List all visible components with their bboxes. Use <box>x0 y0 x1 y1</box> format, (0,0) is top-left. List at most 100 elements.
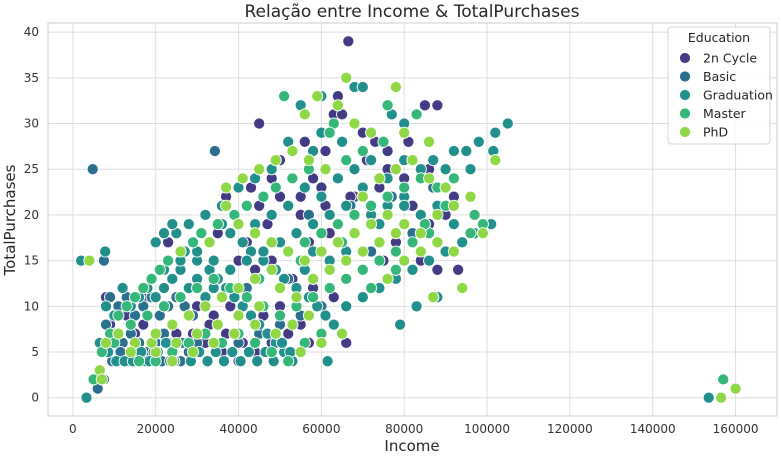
data-point <box>224 227 237 240</box>
data-point <box>275 336 289 349</box>
data-point <box>356 190 369 203</box>
data-point <box>365 281 378 295</box>
data-point <box>195 227 208 240</box>
data-point <box>356 291 369 304</box>
y-tick-label: 25 <box>24 162 39 176</box>
data-point <box>729 382 742 395</box>
data-point <box>166 318 179 331</box>
data-point <box>394 318 407 331</box>
data-point <box>340 272 353 285</box>
data-point <box>141 309 154 322</box>
data-point <box>381 99 394 112</box>
series-graduation <box>75 80 715 404</box>
data-point <box>373 172 386 185</box>
data-point <box>460 144 473 158</box>
legend-label: PhD <box>703 125 728 140</box>
data-point <box>319 163 332 176</box>
data-point <box>191 281 204 295</box>
data-point <box>290 227 303 240</box>
data-point <box>389 163 402 176</box>
data-point <box>182 309 195 322</box>
data-point <box>236 172 249 185</box>
data-point <box>414 245 427 258</box>
data-point <box>226 345 239 359</box>
data-point <box>242 345 255 359</box>
data-point <box>273 281 287 295</box>
data-point <box>273 309 287 322</box>
data-point <box>356 263 369 276</box>
data-point <box>186 236 200 249</box>
data-point <box>199 208 212 221</box>
data-point <box>294 345 307 359</box>
y-tick-label: 30 <box>24 117 39 131</box>
data-point <box>186 345 200 359</box>
data-point <box>207 336 220 349</box>
data-point <box>257 190 270 203</box>
y-tick-label: 35 <box>24 71 39 85</box>
chart-title: Relação entre Income & TotalPurchases <box>245 2 580 22</box>
data-point <box>157 227 171 240</box>
data-point <box>398 199 411 212</box>
data-point <box>331 236 344 249</box>
data-point <box>282 245 295 258</box>
data-point <box>232 281 245 295</box>
data-point <box>224 263 237 276</box>
y-tick-label: 5 <box>31 345 39 359</box>
x-tick-label: 80000 <box>385 422 423 436</box>
data-point <box>298 236 311 249</box>
data-point <box>99 245 112 258</box>
legend-label: 2n Cycle <box>703 51 757 66</box>
data-point <box>464 227 477 240</box>
data-point <box>232 218 245 231</box>
legend: Education 2n Cycle Basic Graduation Master P… <box>667 26 773 145</box>
data-point <box>253 117 266 130</box>
data-point <box>315 190 328 203</box>
legend-marker <box>679 89 691 101</box>
data-point <box>251 355 264 368</box>
data-point <box>215 291 229 304</box>
data-point <box>323 281 336 295</box>
data-point <box>240 254 253 267</box>
data-point <box>249 227 262 240</box>
data-point <box>331 172 344 185</box>
data-point <box>302 309 315 322</box>
data-point <box>86 163 99 176</box>
data-point <box>489 154 502 167</box>
data-point <box>282 355 295 368</box>
legend-title: Education <box>688 30 750 45</box>
data-point <box>80 391 93 404</box>
data-point <box>174 291 187 304</box>
data-point <box>323 263 336 276</box>
data-point <box>220 181 233 194</box>
data-point <box>307 218 320 231</box>
data-point <box>398 181 411 194</box>
data-point <box>286 144 299 158</box>
data-point <box>427 291 440 304</box>
data-point <box>174 245 187 258</box>
data-point <box>120 300 133 313</box>
data-point <box>406 263 419 276</box>
data-point <box>410 108 423 121</box>
data-point <box>406 236 419 249</box>
data-point <box>319 309 332 322</box>
data-point <box>282 199 295 212</box>
data-point <box>321 355 334 368</box>
legend-marker <box>679 52 691 64</box>
x-tick-label: 120000 <box>547 422 593 436</box>
data-point <box>381 190 394 203</box>
data-point <box>447 144 460 158</box>
data-point <box>456 281 469 295</box>
data-point <box>501 117 514 130</box>
data-point <box>220 199 233 212</box>
data-point <box>116 281 129 295</box>
data-point <box>315 336 328 349</box>
data-point <box>298 135 311 148</box>
data-point <box>83 254 96 267</box>
data-point <box>427 154 440 167</box>
data-point <box>249 336 262 349</box>
data-point <box>336 327 349 340</box>
data-point <box>464 190 477 203</box>
data-point <box>311 90 324 103</box>
data-point <box>153 263 166 276</box>
